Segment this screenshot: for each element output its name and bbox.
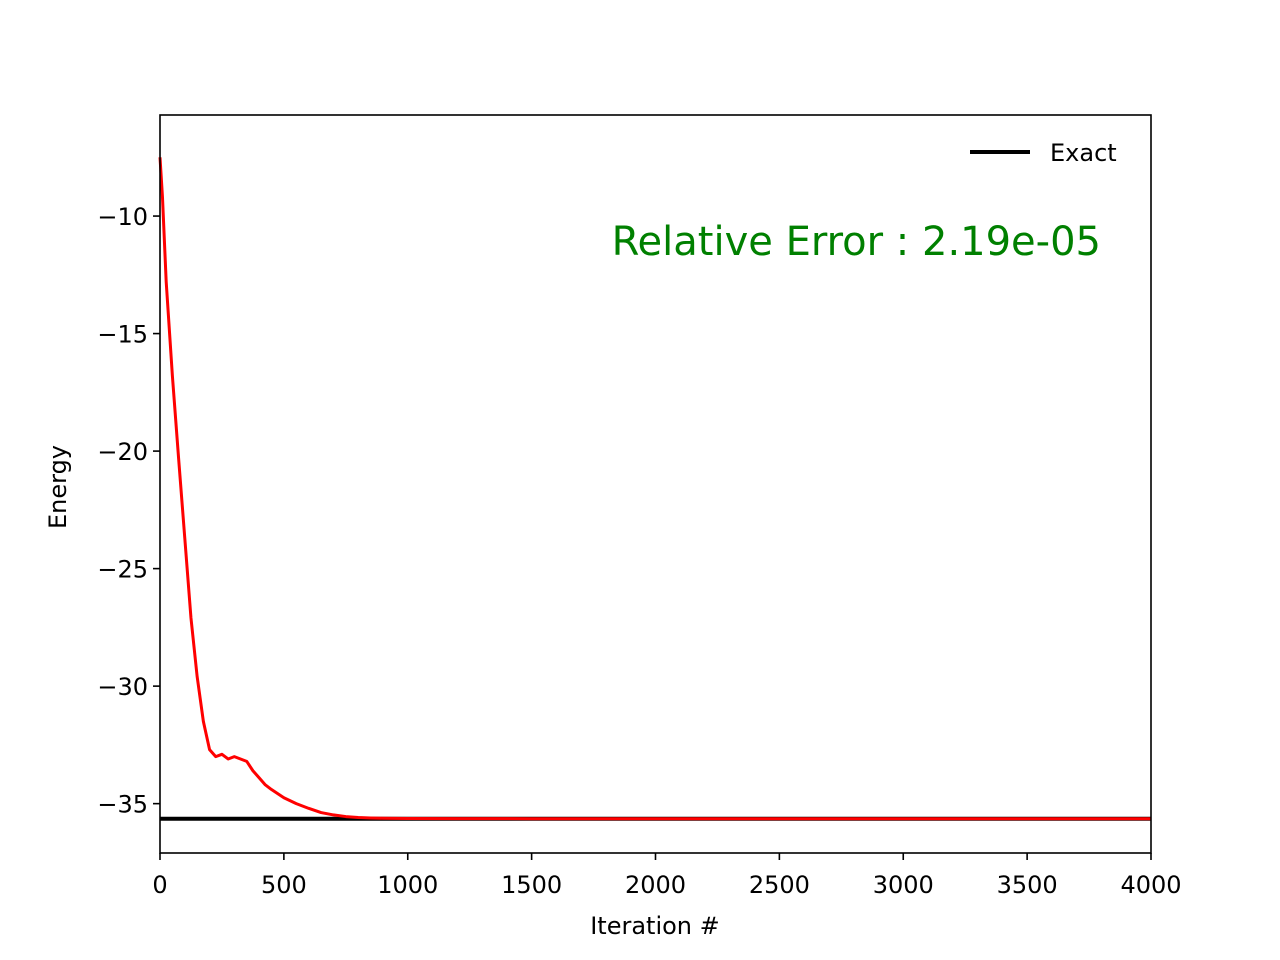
x-axis: 0 500 1000 1500 2000 2500 3000 3500 4000	[152, 853, 1182, 899]
relative-error-annotation: Relative Error : 2.19e-05	[612, 219, 1101, 265]
x-tick-label: 1500	[501, 871, 562, 899]
series-layer	[158, 157, 1151, 821]
x-tick-label: 2500	[749, 871, 810, 899]
x-tick-label: 3500	[997, 871, 1058, 899]
series-line-energy	[158, 157, 1151, 821]
x-tick-label: 2000	[625, 871, 686, 899]
legend: Exact	[970, 139, 1117, 167]
y-tick-label: −30	[97, 673, 148, 701]
y-tick-label: −25	[97, 556, 148, 584]
y-axis: −35 −30 −25 −20 −15 −10	[97, 203, 160, 819]
x-tick-label: 3000	[873, 871, 934, 899]
legend-label-exact: Exact	[1050, 139, 1117, 167]
x-tick-label: 1000	[377, 871, 438, 899]
x-tick-label: 4000	[1120, 871, 1181, 899]
x-axis-label: Iteration #	[590, 912, 720, 940]
y-tick-label: −10	[97, 203, 148, 231]
y-tick-label: −15	[97, 321, 148, 349]
x-tick-label: 0	[152, 871, 167, 899]
y-tick-label: −20	[97, 438, 148, 466]
x-tick-label: 500	[261, 871, 307, 899]
y-tick-label: −35	[97, 791, 148, 819]
y-axis-label: Energy	[44, 445, 72, 529]
